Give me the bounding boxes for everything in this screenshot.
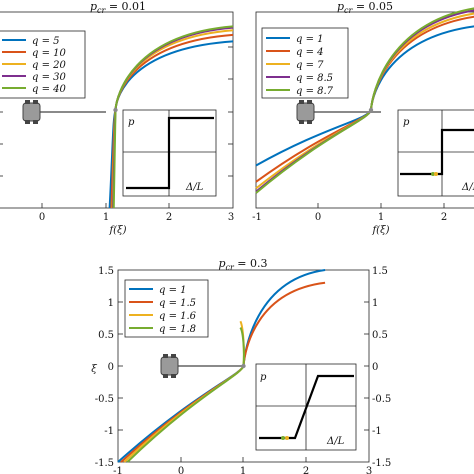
inset-x-label: Δ/L (461, 182, 474, 193)
pivot-marker (241, 363, 246, 369)
inset-y-label: p (403, 117, 410, 128)
inset-marker (434, 172, 438, 176)
chart-title: pcr = 0.3 (218, 257, 267, 272)
legend-entry: q = 1 (296, 34, 324, 45)
series-curves (117, 269, 326, 463)
x-axis-label: f(ξ) (108, 225, 126, 236)
cart-icon (160, 354, 243, 378)
legend-entry: q = 8.7 (296, 86, 334, 97)
x-tick-labels: -1 0 1 2 (252, 203, 447, 223)
pivot-marker (113, 107, 118, 113)
y-tick-label: 1 (108, 298, 114, 309)
y-tick-label: 0.5 (98, 330, 114, 341)
inset-marker (431, 172, 435, 176)
inset-marker (285, 436, 289, 440)
y-tick-labels: 1.5 1 0.5 0 -0.5 -1 -1.5 1.5 1 0.5 0 -0.… (95, 266, 392, 469)
x-tick-label: 0 (39, 212, 45, 223)
chart-title: pcr = 0.05 (337, 0, 393, 15)
y-tick-label: 1.5 (98, 266, 114, 277)
inset-curve (259, 374, 354, 440)
inset-curve (126, 116, 214, 190)
y-tick-label-right: -1 (372, 426, 382, 437)
x-tick-label: 3 (366, 466, 372, 474)
cart-icon (22, 100, 106, 124)
y-tick-label: 0 (108, 362, 114, 373)
y-tick-label: -1 (104, 426, 114, 437)
legend: q = 5 q = 10 q = 20 q = 30 q = 40 (0, 30, 86, 99)
series-curves (255, 7, 474, 194)
y-tick-label-right: 1 (372, 298, 378, 309)
y-tick-label-right: 0.5 (372, 330, 388, 341)
axes-frame (255, 11, 474, 209)
legend-entry: q = 5 (32, 36, 60, 47)
chart-title: pcr = 0.01 (90, 0, 146, 15)
inset-x-label: Δ/L (185, 182, 204, 193)
axes-frame (0, 11, 234, 209)
inset-plot: p Δ/L (397, 109, 474, 197)
inset-x-label: Δ/L (326, 436, 345, 447)
x-tick-label: 1 (378, 212, 384, 223)
legend-entry: q = 8.5 (296, 73, 333, 84)
y-tick-label-right: -0.5 (372, 394, 391, 405)
legend-entry: q = 1.8 (159, 324, 196, 335)
legend-entry: q = 4 (296, 47, 324, 58)
series-line (126, 327, 245, 463)
x-tick-labels: -1 0 1 2 3 (113, 457, 372, 474)
inset-plot: p Δ/L (122, 109, 217, 197)
y-tick-label-right: 0 (372, 362, 378, 373)
x-tick-label: 1 (103, 212, 109, 223)
x-tick-label: -1 (113, 466, 123, 474)
y-tick-label-right: 1.5 (372, 266, 388, 277)
inset-y-label: p (128, 117, 135, 128)
legend-entry: q = 10 (32, 48, 67, 59)
legend-entry: q = 1.6 (159, 311, 197, 322)
y-axis-ticks (118, 301, 369, 431)
inset-plot: p Δ/L (255, 363, 357, 451)
panel-pcr-0-01: pcr = 0.01 0 1 2 3 f(ξ) (0, 0, 234, 236)
x-tick-labels: 0 1 2 3 (39, 203, 234, 223)
x-tick-label: 2 (166, 212, 172, 223)
y-tick-label: -0.5 (95, 394, 114, 405)
x-tick-label: -1 (252, 212, 262, 223)
x-tick-label: 2 (441, 212, 447, 223)
x-tick-label: 1 (240, 466, 246, 474)
legend-entry: q = 1 (159, 285, 187, 296)
legend: q = 1 q = 4 q = 7 q = 8.5 q = 8.7 (261, 27, 349, 99)
y-axis-label: ξ (91, 364, 97, 375)
series-line (112, 25, 234, 209)
legend-entry: q = 30 (32, 72, 67, 83)
x-tick-label: 3 (228, 212, 234, 223)
inset-marker (281, 436, 285, 440)
legend: q = 1 q = 1.5 q = 1.6 q = 1.8 (124, 279, 209, 338)
x-axis-label: f(ξ) (371, 225, 389, 236)
inset-y-label: p (260, 372, 267, 383)
series-curves (108, 25, 234, 209)
x-tick-label: 2 (303, 466, 309, 474)
legend-entry: q = 1.5 (159, 298, 196, 309)
legend-entry: q = 7 (296, 60, 324, 71)
inset-curve (400, 128, 474, 176)
panel-pcr-0-05: pcr = 0.05 -1 0 1 2 f(ξ) q = 1 q = 4 q =… (252, 0, 474, 236)
x-tick-label: 0 (315, 212, 321, 223)
cart-icon (296, 100, 381, 124)
y-tick-label: -1.5 (95, 458, 114, 469)
legend-entry: q = 40 (32, 84, 67, 95)
y-tick-label-right: -1.5 (372, 458, 391, 469)
x-tick-label: 0 (178, 466, 184, 474)
legend-entry: q = 20 (32, 60, 67, 71)
panel-pcr-0-3: pcr = 0.3 1.5 1 0.5 0 -0.5 -1 -1.5 1.5 1… (91, 257, 391, 474)
